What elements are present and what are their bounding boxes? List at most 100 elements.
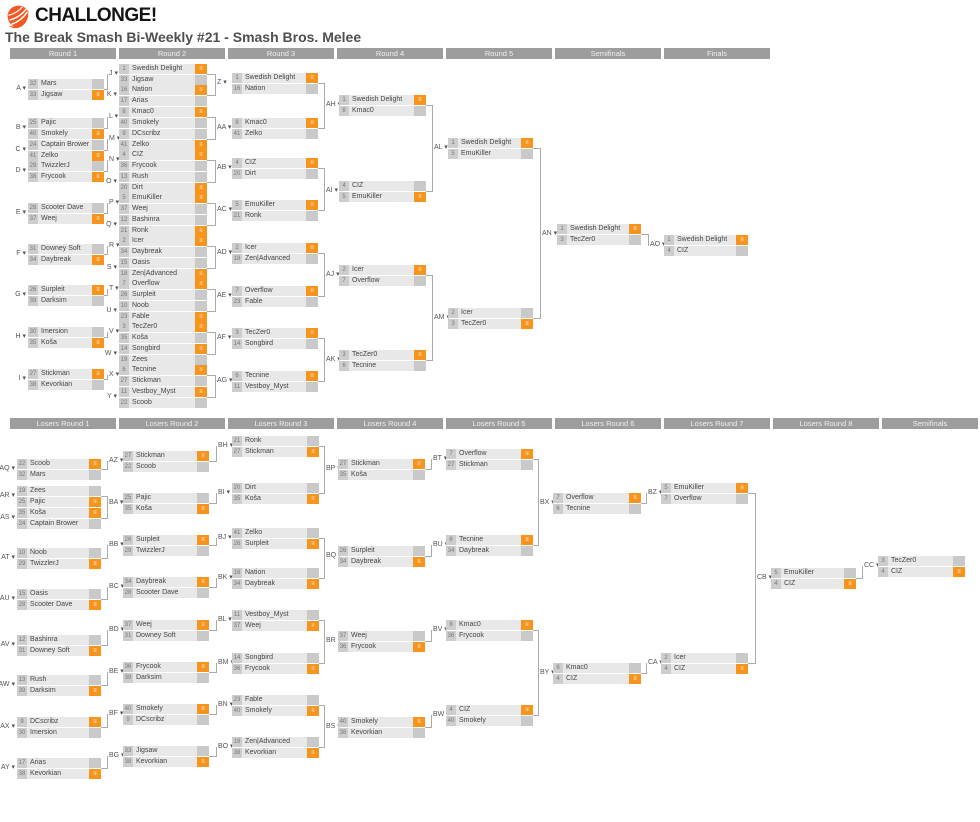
match-CC[interactable]: 3 TecZer0 4 CIZ ≡ [878,556,965,578]
match-BZ[interactable]: 5 EmuKiller ≡ 7 Overflow [661,483,748,505]
winner-score-cell[interactable]: ≡ [306,286,318,296]
match-AX[interactable]: 9 DCscribz ≡ 30 Imersion [17,717,101,739]
player-row[interactable]: 24 Captain Brower [17,519,101,529]
winner-score-cell[interactable]: ≡ [92,90,104,100]
player-row[interactable]: 10 Noob [17,548,101,558]
winner-score-cell[interactable]: ≡ [307,748,319,758]
player-row[interactable]: 17 Arias [119,96,207,106]
challonge-logo-text[interactable]: CHALLONGE! [35,5,157,26]
loser-score-cell[interactable] [92,244,104,254]
match-AS[interactable]: 35 Koša ≡ 24 Captain Brower [17,508,101,530]
loser-score-cell[interactable] [92,79,104,89]
player-row[interactable]: 5 EmuKiller ≡ [119,193,207,203]
winner-score-cell[interactable]: ≡ [306,243,318,253]
loser-score-cell[interactable] [195,333,207,343]
match-T[interactable]: 7 Overflow ≡ 26 Surpleit [119,279,207,301]
match-AD[interactable]: 2 Icer ≡ 18 Zen|Advanced [232,243,318,265]
winner-score-cell[interactable]: ≡ [307,579,319,589]
winner-score-cell[interactable]: ≡ [92,285,104,295]
player-row[interactable]: 5 EmuKiller [771,568,856,578]
match-BR[interactable]: 37 Weej 36 Frycook ≡ [338,631,425,653]
player-row[interactable]: 4 CIZ ≡ [446,705,533,715]
winner-score-cell[interactable]: ≡ [195,85,207,95]
match-label-D[interactable]: D ▾ [15,167,26,174]
loser-score-cell[interactable] [89,548,101,558]
match-BW[interactable]: 4 CIZ ≡ 40 Smokely [446,705,533,727]
match-label-AB[interactable]: AB ▾ [217,164,232,171]
player-row[interactable]: 7 Overflow [661,494,748,504]
loser-score-cell[interactable] [197,673,209,683]
match-BS[interactable]: 40 Smokely ≡ 38 Kevorkian [338,717,425,739]
match-label-AO[interactable]: AO ▾ [650,241,666,248]
loser-score-cell[interactable] [92,203,104,213]
winner-score-cell[interactable]: ≡ [307,621,319,631]
match-C[interactable]: 24 Captain Brower 41 Zelko ≡ [28,140,104,162]
player-row[interactable]: 40 Smokely ≡ [123,704,209,714]
winner-score-cell[interactable]: ≡ [195,150,207,160]
match-label-L[interactable]: L ▾ [109,113,119,120]
match-label-BG[interactable]: BG ▾ [109,752,125,759]
loser-score-cell[interactable] [197,588,209,598]
winner-score-cell[interactable]: ≡ [92,255,104,265]
player-row[interactable]: 6 Tecnine ≡ [232,371,318,381]
player-row[interactable]: 8 Kmac0 [553,663,641,673]
player-row[interactable]: 40 Smokely [119,118,207,128]
player-row[interactable]: 15 Oasis [119,258,207,268]
loser-score-cell[interactable] [953,556,965,566]
player-row[interactable]: 36 Frycook ≡ [28,172,104,182]
match-label-BU[interactable]: BU ▾ [433,541,449,548]
player-row[interactable]: 3 TecZer0 ≡ [339,350,426,360]
winner-score-cell[interactable]: ≡ [307,706,319,716]
match-label-AG[interactable]: AG ▾ [217,377,233,384]
player-row[interactable]: 14 Songbird ≡ [119,344,207,354]
player-row[interactable]: 29 TwizzlerJ ≡ [17,559,101,569]
loser-score-cell[interactable] [629,235,641,245]
loser-score-cell[interactable] [413,728,425,738]
match-label-BW[interactable]: BW ▾ [433,711,450,718]
player-row[interactable]: 28 Scooter Dave [28,203,104,213]
player-row[interactable]: 1 Swedish Delight ≡ [119,64,207,74]
player-row[interactable]: 14 Songbird [232,339,318,349]
player-row[interactable]: 41 Zelko [232,129,318,139]
player-row[interactable]: 31 Downey Soft [28,244,104,254]
player-row[interactable]: 1 Swedish Delight ≡ [557,224,641,234]
winner-score-cell[interactable]: ≡ [306,158,318,168]
loser-score-cell[interactable] [306,382,318,392]
player-row[interactable]: 26 Surpleit ≡ [232,539,319,549]
loser-score-cell[interactable] [521,716,533,726]
match-K[interactable]: 16 Nation ≡ 17 Arias [119,85,207,107]
loser-score-cell[interactable] [307,737,319,747]
winner-score-cell[interactable]: ≡ [521,705,533,715]
player-row[interactable]: 37 Weej ≡ [123,620,209,630]
loser-score-cell[interactable] [195,290,207,300]
player-row[interactable]: 35 Koša ≡ [28,338,104,348]
match-label-CA[interactable]: CA ▾ [648,659,663,666]
loser-score-cell[interactable] [195,96,207,106]
match-label-BM[interactable]: BM ▾ [218,659,234,666]
match-label-AH[interactable]: AH ▾ [326,101,342,108]
loser-score-cell[interactable] [736,246,748,256]
match-label-B[interactable]: B ▾ [15,124,26,131]
match-label-H[interactable]: H ▾ [15,333,26,340]
match-BD[interactable]: 37 Weej ≡ 31 Downey Soft [123,620,209,642]
player-row[interactable]: 1 Swedish Delight ≡ [232,73,318,83]
winner-score-cell[interactable]: ≡ [629,674,641,684]
match-label-AQ[interactable]: AQ ▾ [0,465,15,472]
player-row[interactable]: 37 Weej ≡ [232,621,319,631]
player-row[interactable]: 11 Vestboy_Myst ≡ [119,387,207,397]
player-row[interactable]: 28 Scooter Dave [123,588,209,598]
player-row[interactable]: 36 Frycook ≡ [338,642,425,652]
winner-score-cell[interactable]: ≡ [195,193,207,203]
player-row[interactable]: 3 TecZer0 ≡ [119,322,207,332]
winner-score-cell[interactable]: ≡ [521,449,533,459]
match-AA[interactable]: 8 Kmac0 ≡ 41 Zelko [232,118,318,140]
player-row[interactable]: 4 CIZ [664,246,748,256]
match-BM[interactable]: 14 Songbird 36 Frycook ≡ [232,653,319,675]
match-BF[interactable]: 40 Smokely ≡ 9 DCscribz [123,704,209,726]
winner-score-cell[interactable]: ≡ [195,322,207,332]
player-row[interactable]: 25 Pajic [123,493,209,503]
winner-score-cell[interactable]: ≡ [89,508,101,518]
player-row[interactable]: 16 Nation ≡ [119,85,207,95]
match-M[interactable]: 9 DCscribz 41 Zelko ≡ [119,129,207,151]
match-R[interactable]: 2 Icer ≡ 34 Daybreak [119,236,207,258]
